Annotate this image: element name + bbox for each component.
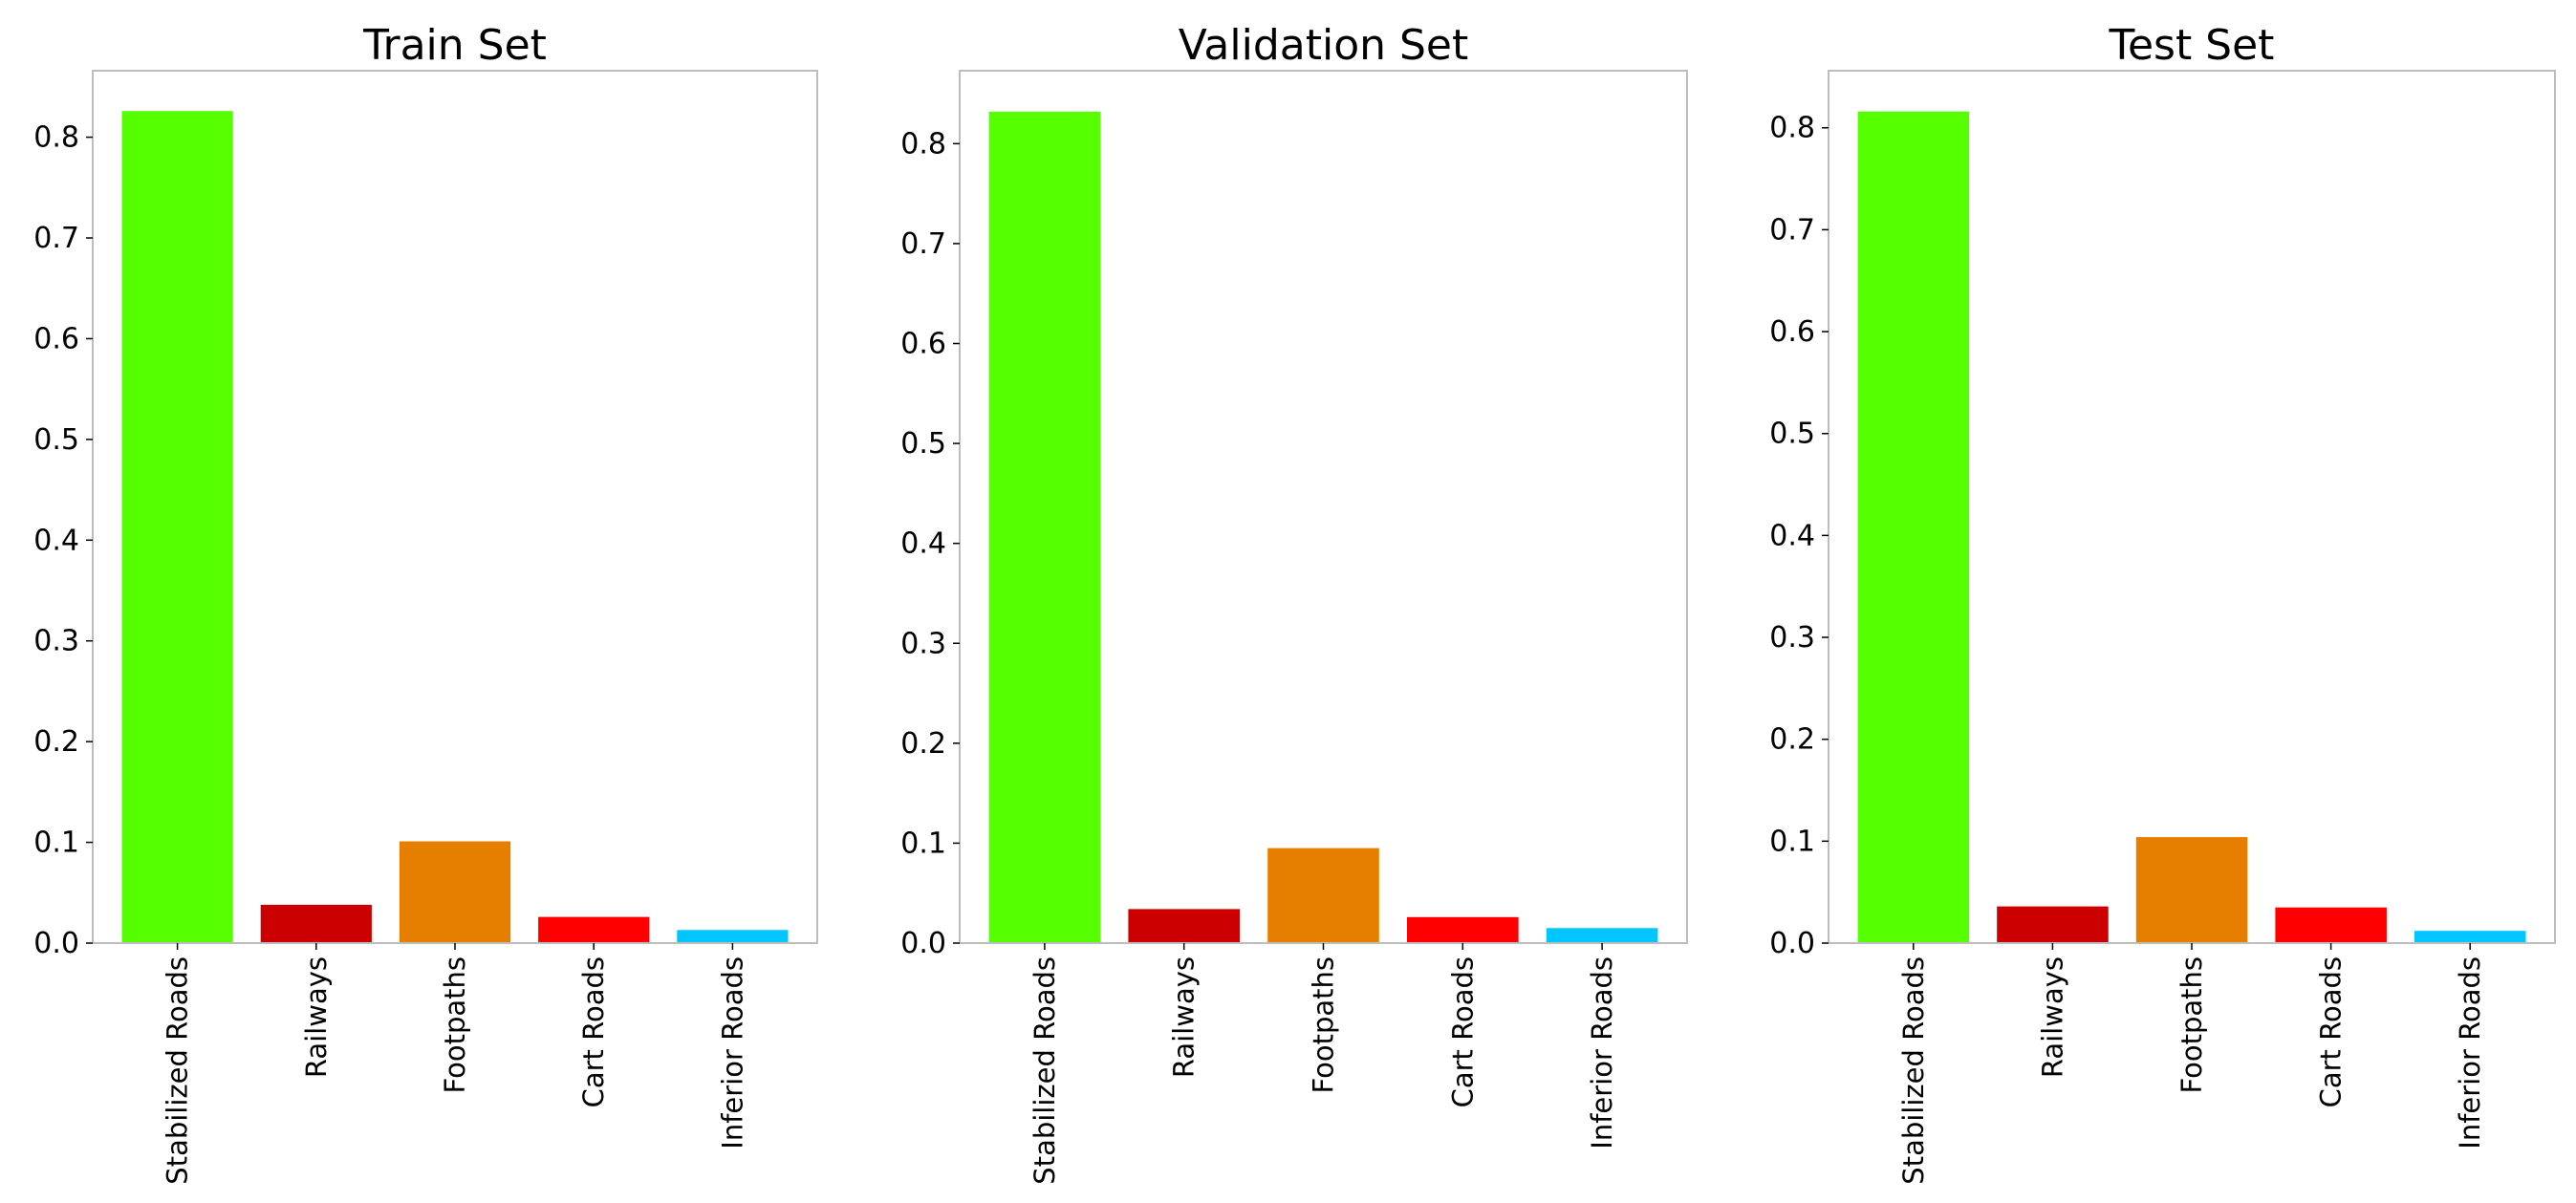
x-category-label: Cart Roads: [577, 956, 610, 1107]
y-tick-label: 0.5: [33, 423, 79, 457]
bar-railways: [1997, 906, 2109, 943]
y-tick-label: 0.7: [900, 227, 946, 261]
y-tick-label: 0.4: [33, 524, 79, 557]
y-tick-label: 0.1: [900, 827, 946, 860]
x-category-label: Footpaths: [1308, 956, 1340, 1094]
y-tick-label: 0.2: [1769, 723, 1815, 757]
x-category-label: Inferior Roads: [1586, 956, 1618, 1149]
y-tick-label: 0.6: [900, 328, 946, 361]
y-tick-label: 0.7: [1769, 213, 1815, 247]
y-tick-label: 0.0: [33, 927, 79, 960]
chart-title: Train Set: [362, 21, 547, 70]
x-category-label: Railways: [2036, 956, 2068, 1078]
y-tick-label: 0.1: [1769, 825, 1815, 858]
x-category-label: Railways: [300, 956, 333, 1078]
x-category-label: Footpaths: [439, 956, 471, 1094]
chart-2: Validation Set 0.0 0.1 0.2 0.3 0.4 0.5 0.6 0.7 0.…: [900, 21, 1688, 1185]
bar-footpaths: [2135, 837, 2248, 943]
bar-footpaths: [1267, 848, 1379, 943]
y-tick-label: 0.6: [1769, 315, 1815, 349]
chart-3: Test Set 0.0 0.1 0.2 0.3 0.4 0.5 0.6 0.7 0.8 Stabi…: [1769, 21, 2556, 1185]
y-tick-label: 0.5: [900, 427, 946, 461]
y-tick-label: 0.6: [33, 322, 79, 355]
x-category-label: Cart Roads: [2315, 956, 2348, 1107]
y-tick-label: 0.0: [1769, 927, 1815, 960]
x-category-label: Railways: [1168, 956, 1201, 1078]
y-tick-label: 0.3: [1769, 621, 1815, 655]
x-category-label: Stabilized Roads: [162, 956, 194, 1185]
x-category-label: Cart Roads: [1446, 956, 1479, 1107]
chart-title: Test Set: [2109, 21, 2275, 70]
x-category-label: Inferior Roads: [716, 956, 748, 1149]
y-tick-label: 0.5: [1769, 418, 1815, 451]
y-tick-label: 0.4: [900, 527, 946, 561]
bar-inferior-roads: [1546, 928, 1658, 943]
bar-stabilized-roads: [988, 111, 1101, 943]
y-tick-label: 0.7: [33, 222, 79, 255]
x-category-label: Footpaths: [2176, 956, 2208, 1094]
bar-railways: [1128, 909, 1240, 943]
y-tick-label: 0.2: [33, 725, 79, 759]
y-tick-label: 0.8: [33, 121, 79, 155]
x-category-label: Inferior Roads: [2454, 956, 2486, 1149]
x-category-label: Stabilized Roads: [1028, 956, 1061, 1185]
y-tick-label: 0.2: [900, 727, 946, 761]
bar-stabilized-roads: [121, 111, 233, 943]
bar-cart-roads: [1407, 916, 1519, 943]
bar-cart-roads: [538, 916, 650, 943]
bar-stabilized-roads: [1857, 111, 1970, 943]
y-tick-label: 0.4: [1769, 519, 1815, 552]
chart-1: Train Set 0.0 0.1 0.2 0.3 0.4 0.5 0.6 0.7 0.8 Stab…: [33, 21, 818, 1185]
y-tick-label: 0.0: [900, 927, 946, 960]
bar-footpaths: [399, 841, 511, 943]
y-tick-label: 0.3: [33, 625, 79, 658]
y-tick-label: 0.8: [900, 127, 946, 161]
bar-inferior-roads: [677, 930, 789, 943]
x-category-label: Stabilized Roads: [1897, 956, 1930, 1185]
bar-inferior-roads: [2414, 931, 2526, 943]
y-tick-label: 0.3: [900, 627, 946, 660]
bar-cart-roads: [2275, 907, 2387, 943]
y-tick-label: 0.1: [33, 827, 79, 860]
y-tick-label: 0.8: [1769, 112, 1815, 145]
chart-title: Validation Set: [1179, 21, 1469, 70]
bar-railways: [260, 904, 372, 943]
